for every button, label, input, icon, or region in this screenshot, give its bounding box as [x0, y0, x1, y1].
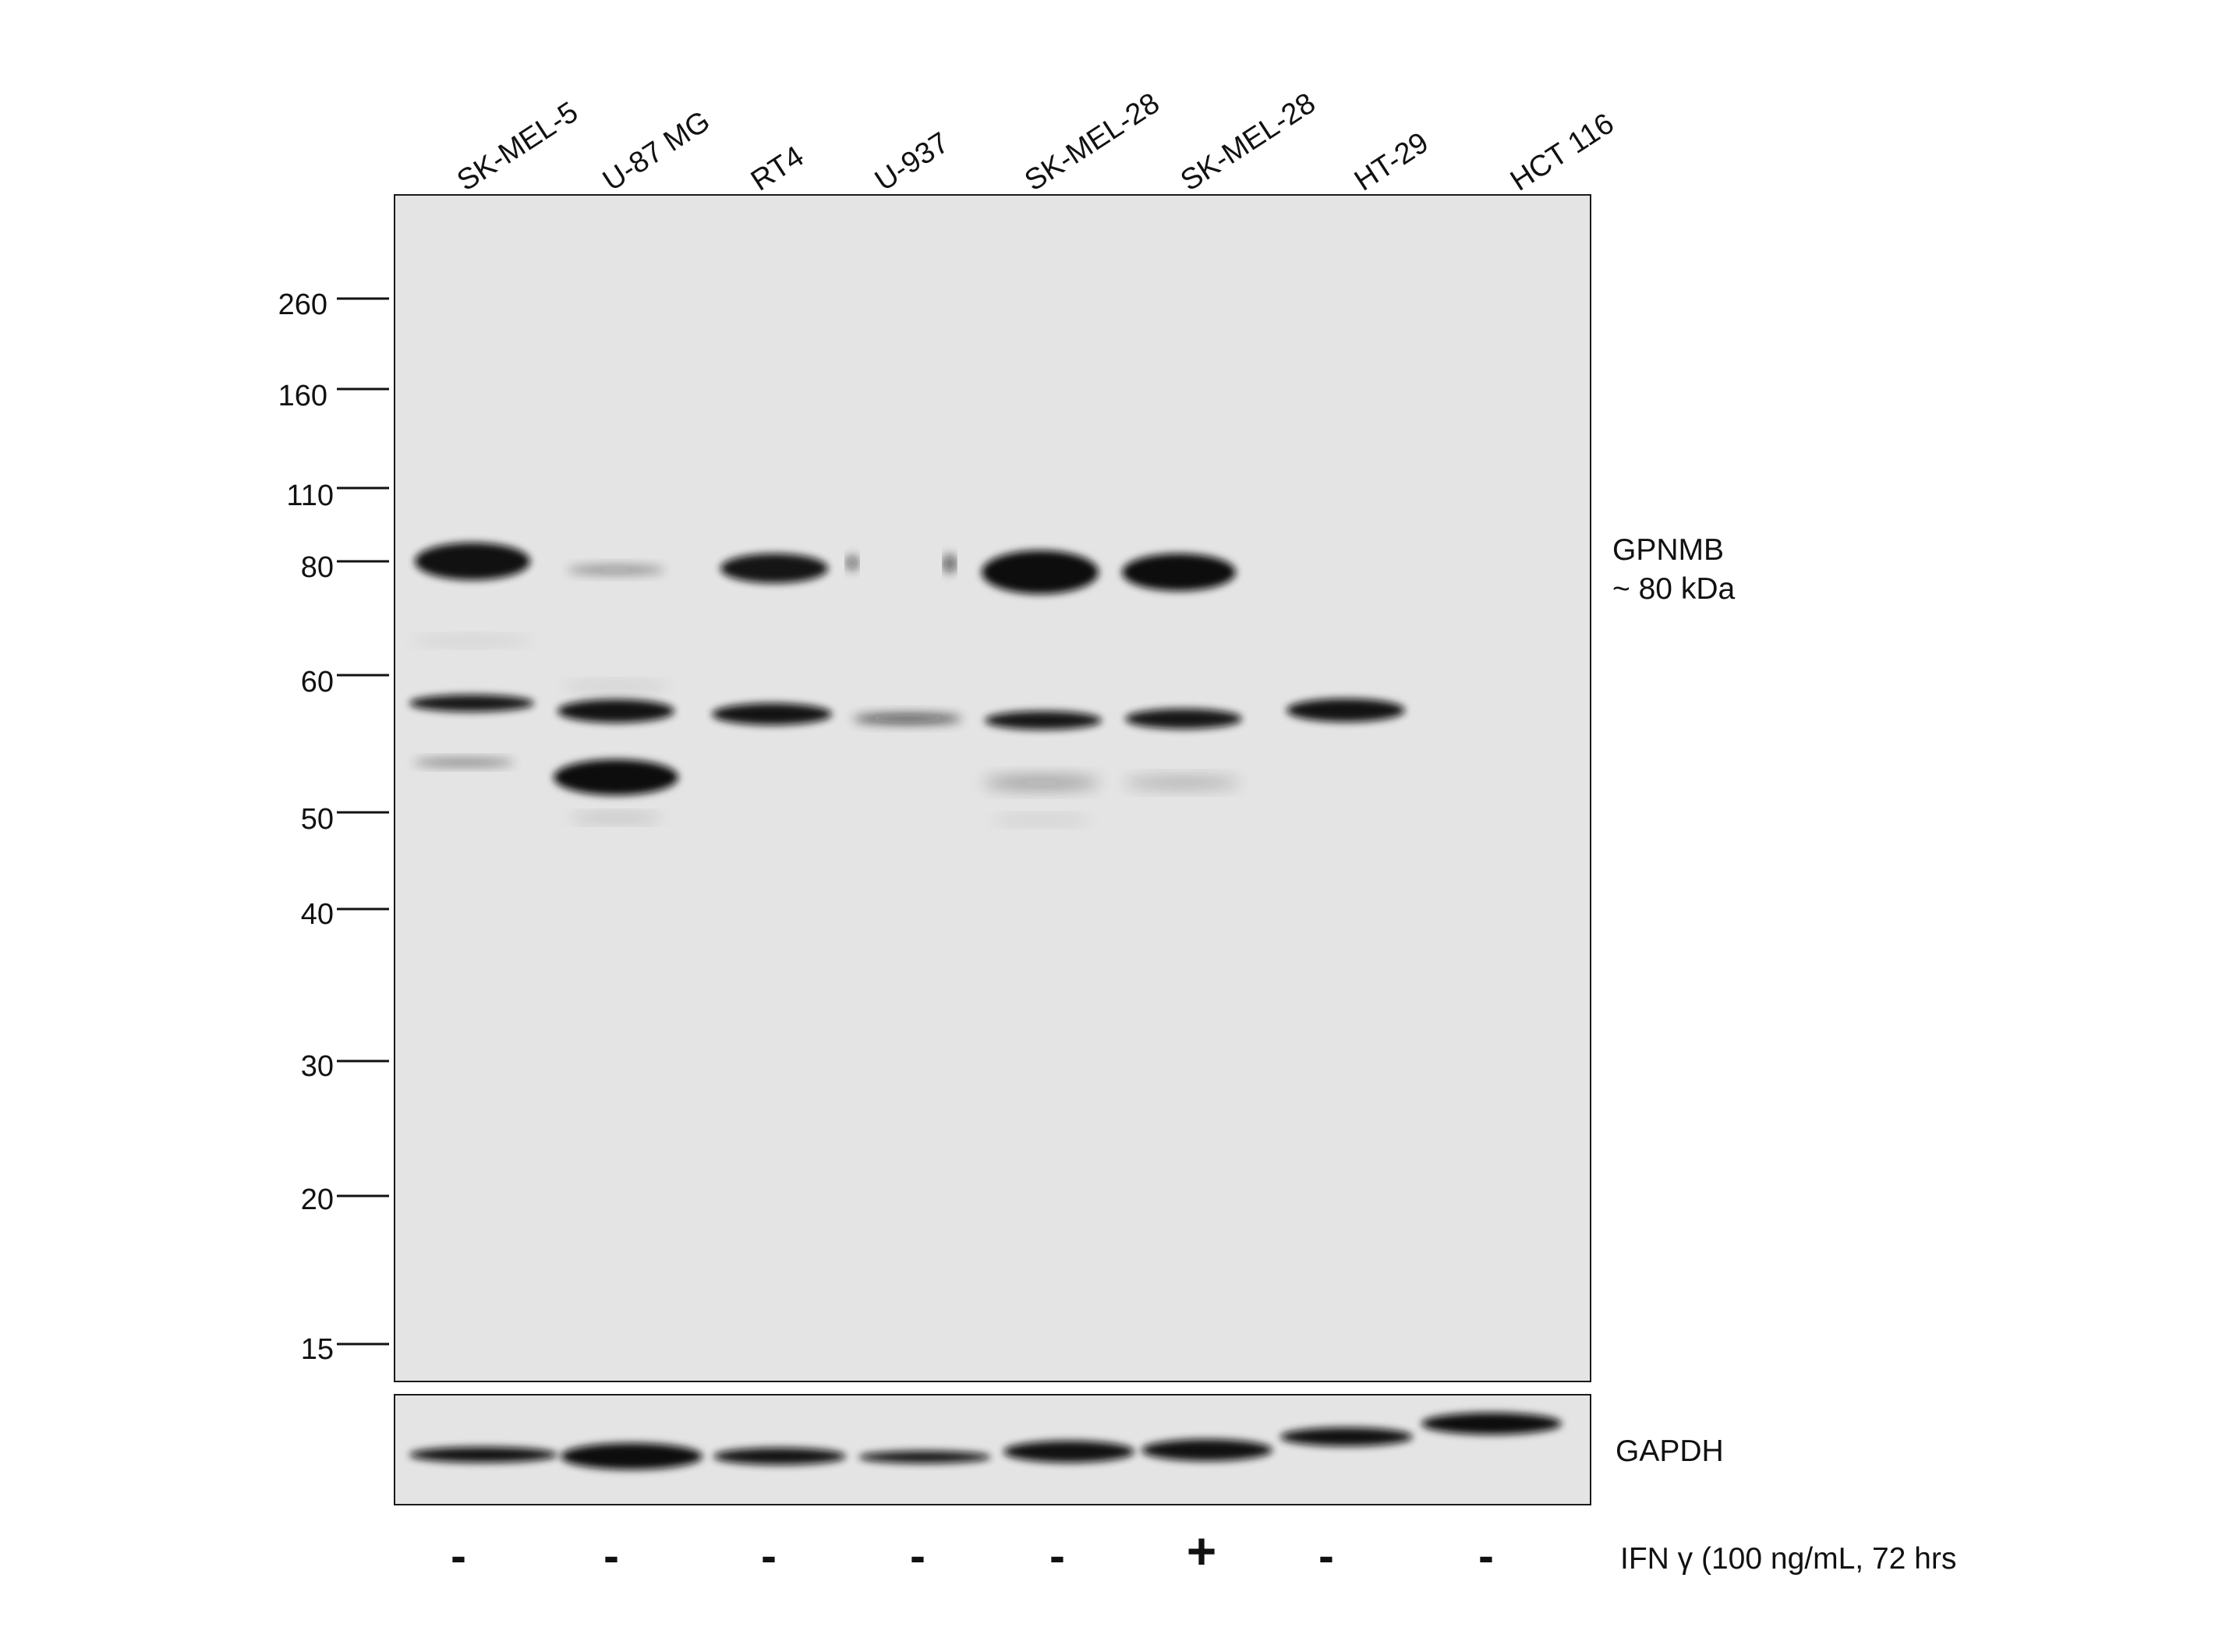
gapdh-blot-membrane — [394, 1394, 1591, 1505]
nonspecific-band — [853, 714, 962, 723]
gpnmb-band — [944, 555, 955, 572]
lane-label: HT-29 — [1349, 126, 1435, 198]
gapdh-band — [1421, 1413, 1562, 1434]
faint-band — [569, 815, 663, 821]
gpnmb-band — [720, 554, 828, 583]
lane-label: U-937 — [869, 126, 955, 198]
target-size-label: ~ 80 kDa — [1612, 572, 1735, 606]
mw-marker-label: 60 — [301, 666, 334, 699]
nonspecific-band — [1286, 699, 1405, 722]
treatment-sign: + — [1187, 1522, 1217, 1579]
faint-band — [554, 759, 678, 795]
mw-marker-label: 15 — [301, 1333, 334, 1366]
gapdh-band — [858, 1451, 991, 1463]
gpnmb-band — [982, 550, 1099, 594]
gapdh-band — [1141, 1439, 1272, 1461]
nonspecific-band — [712, 703, 832, 725]
lane-label: U-87 MG — [597, 104, 716, 197]
main-blot-bands — [409, 543, 1405, 823]
gpnmb-band — [847, 557, 858, 569]
mw-marker-label: 20 — [301, 1183, 334, 1216]
faint-band — [1124, 778, 1240, 787]
gapdh-blot-bands — [409, 1413, 1562, 1470]
treatment-sign: - — [910, 1530, 925, 1582]
gpnmb-band — [1122, 554, 1236, 591]
faint-band — [991, 817, 1092, 823]
faint-band — [561, 683, 671, 689]
lane-labels: SK-MEL-5 U-87 MG RT4 U-937 SK-MEL-28 SK-… — [451, 87, 1619, 197]
target-protein-label: GPNMB — [1612, 533, 1724, 567]
treatment-row: - - - - - + - - IFN γ (100 ng/mL, 72 hrs — [451, 1522, 1956, 1582]
nonspecific-band — [557, 699, 674, 723]
mw-marker-label: 30 — [301, 1050, 334, 1083]
mw-marker-label: 110 — [286, 479, 334, 512]
mw-marker-label: 50 — [301, 803, 334, 836]
lane-label: HCT 116 — [1505, 107, 1619, 197]
faint-band — [409, 638, 534, 644]
mw-marker-ladder: 260 160 110 80 60 50 40 30 20 15 — [278, 288, 389, 1366]
lane-label: RT4 — [745, 140, 810, 198]
gpnmb-band — [415, 543, 530, 580]
treatment-sign: - — [761, 1530, 777, 1582]
gpnmb-band — [567, 566, 665, 574]
mw-marker-label: 260 — [278, 288, 327, 321]
gapdh-band — [409, 1447, 557, 1463]
faint-band — [983, 777, 1100, 788]
treatment-sign: - — [451, 1530, 466, 1582]
faint-band — [413, 759, 515, 766]
gapdh-band — [713, 1448, 846, 1465]
mw-marker-label: 40 — [301, 898, 334, 931]
band-annotations: GPNMB ~ 80 kDa GAPDH — [1612, 533, 1735, 1468]
mw-marker-label: 160 — [278, 380, 327, 412]
lane-label: SK-MEL-28 — [1019, 87, 1166, 197]
treatment-sign: - — [1318, 1530, 1334, 1582]
gapdh-band — [1280, 1427, 1413, 1446]
lane-label: SK-MEL-5 — [451, 96, 584, 198]
lane-label: SK-MEL-28 — [1175, 87, 1322, 197]
nonspecific-band — [1125, 709, 1242, 729]
treatment-sign: - — [603, 1530, 619, 1582]
nonspecific-band — [409, 695, 534, 712]
gapdh-band — [1003, 1441, 1134, 1463]
treatment-sign: - — [1478, 1530, 1494, 1582]
mw-marker-label: 80 — [301, 551, 334, 584]
loading-control-label: GAPDH — [1616, 1434, 1724, 1468]
nonspecific-band — [985, 711, 1102, 730]
gapdh-band — [561, 1443, 703, 1470]
treatment-sign: - — [1049, 1530, 1065, 1582]
treatment-label: IFN γ (100 ng/mL, 72 hrs — [1620, 1542, 1956, 1576]
